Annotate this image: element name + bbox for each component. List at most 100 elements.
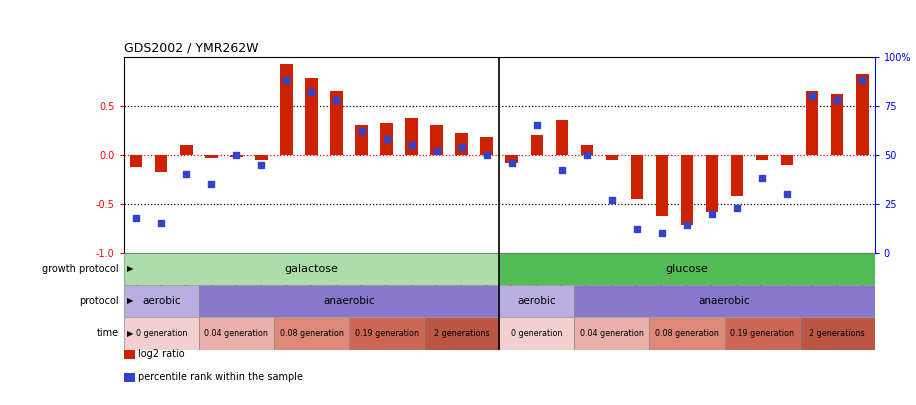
- Text: ▶: ▶: [127, 264, 134, 273]
- Text: galactose: galactose: [285, 264, 338, 274]
- Bar: [180, 145, 192, 155]
- Bar: [330, 91, 343, 155]
- Bar: [380, 124, 393, 155]
- Point: [554, 167, 569, 174]
- Point: [354, 128, 369, 134]
- Point: [379, 136, 394, 142]
- Bar: [124, 253, 499, 285]
- Bar: [405, 119, 418, 155]
- Bar: [130, 155, 143, 166]
- Bar: [305, 78, 318, 155]
- Point: [454, 144, 469, 150]
- Bar: [255, 155, 267, 160]
- Text: anaerobic: anaerobic: [699, 296, 750, 306]
- Bar: [705, 155, 718, 212]
- Bar: [581, 145, 594, 155]
- Bar: [856, 75, 868, 155]
- Bar: [574, 317, 649, 350]
- Bar: [506, 155, 518, 163]
- Point: [505, 160, 519, 166]
- Point: [805, 93, 820, 99]
- Bar: [230, 155, 243, 157]
- Bar: [274, 317, 349, 350]
- Bar: [780, 155, 793, 164]
- Point: [154, 220, 169, 227]
- Text: 0.19 generation: 0.19 generation: [730, 329, 794, 338]
- Text: 0.04 generation: 0.04 generation: [580, 329, 644, 338]
- Text: percentile rank within the sample: percentile rank within the sample: [138, 372, 303, 382]
- Text: 0 generation: 0 generation: [136, 329, 187, 338]
- Bar: [806, 91, 819, 155]
- Point: [730, 205, 745, 211]
- Bar: [480, 137, 493, 155]
- Text: 0.04 generation: 0.04 generation: [204, 329, 268, 338]
- Text: log2 ratio: log2 ratio: [138, 350, 185, 359]
- Bar: [725, 317, 800, 350]
- Text: glucose: glucose: [666, 264, 708, 274]
- Text: ▶: ▶: [127, 329, 134, 338]
- Bar: [530, 135, 543, 155]
- Point: [855, 77, 869, 83]
- Bar: [355, 126, 367, 155]
- Point: [580, 151, 594, 158]
- Bar: [656, 155, 669, 215]
- Bar: [431, 126, 443, 155]
- Text: 2 generations: 2 generations: [434, 329, 489, 338]
- Bar: [499, 253, 875, 285]
- Point: [329, 97, 344, 103]
- Bar: [199, 317, 274, 350]
- Point: [304, 89, 319, 95]
- Point: [780, 191, 794, 197]
- Point: [229, 151, 244, 158]
- Text: aerobic: aerobic: [142, 296, 180, 306]
- Point: [204, 181, 219, 188]
- Point: [655, 230, 670, 237]
- Point: [605, 197, 619, 203]
- Bar: [555, 120, 568, 155]
- Point: [279, 77, 294, 83]
- Text: ▶: ▶: [127, 296, 134, 305]
- Point: [830, 97, 845, 103]
- Bar: [605, 155, 618, 160]
- Bar: [681, 155, 693, 226]
- Bar: [649, 317, 725, 350]
- Point: [479, 151, 494, 158]
- Point: [404, 142, 419, 148]
- Bar: [155, 155, 168, 173]
- Bar: [199, 285, 499, 317]
- Bar: [455, 133, 468, 155]
- Point: [755, 175, 769, 181]
- Text: growth protocol: growth protocol: [42, 264, 119, 274]
- Point: [529, 122, 544, 129]
- Point: [179, 171, 193, 178]
- Bar: [424, 317, 499, 350]
- Text: 0 generation: 0 generation: [511, 329, 562, 338]
- Bar: [756, 155, 769, 160]
- Bar: [124, 285, 199, 317]
- Point: [680, 222, 694, 229]
- Bar: [731, 155, 744, 196]
- Text: anaerobic: anaerobic: [323, 296, 375, 306]
- Point: [129, 214, 144, 221]
- Bar: [280, 64, 292, 155]
- Text: aerobic: aerobic: [518, 296, 556, 306]
- Bar: [205, 155, 218, 158]
- Point: [704, 210, 719, 217]
- Point: [254, 161, 268, 168]
- Text: 0.19 generation: 0.19 generation: [354, 329, 419, 338]
- Text: 2 generations: 2 generations: [810, 329, 865, 338]
- Bar: [499, 317, 574, 350]
- Text: 0.08 generation: 0.08 generation: [279, 329, 344, 338]
- Text: time: time: [97, 328, 119, 339]
- Text: GDS2002 / YMR262W: GDS2002 / YMR262W: [124, 41, 258, 54]
- Bar: [349, 317, 424, 350]
- Bar: [800, 317, 875, 350]
- Bar: [124, 317, 199, 350]
- Bar: [831, 94, 844, 155]
- Point: [430, 147, 444, 154]
- Text: 0.08 generation: 0.08 generation: [655, 329, 719, 338]
- Text: protocol: protocol: [80, 296, 119, 306]
- Bar: [574, 285, 875, 317]
- Bar: [499, 285, 574, 317]
- Point: [629, 226, 644, 232]
